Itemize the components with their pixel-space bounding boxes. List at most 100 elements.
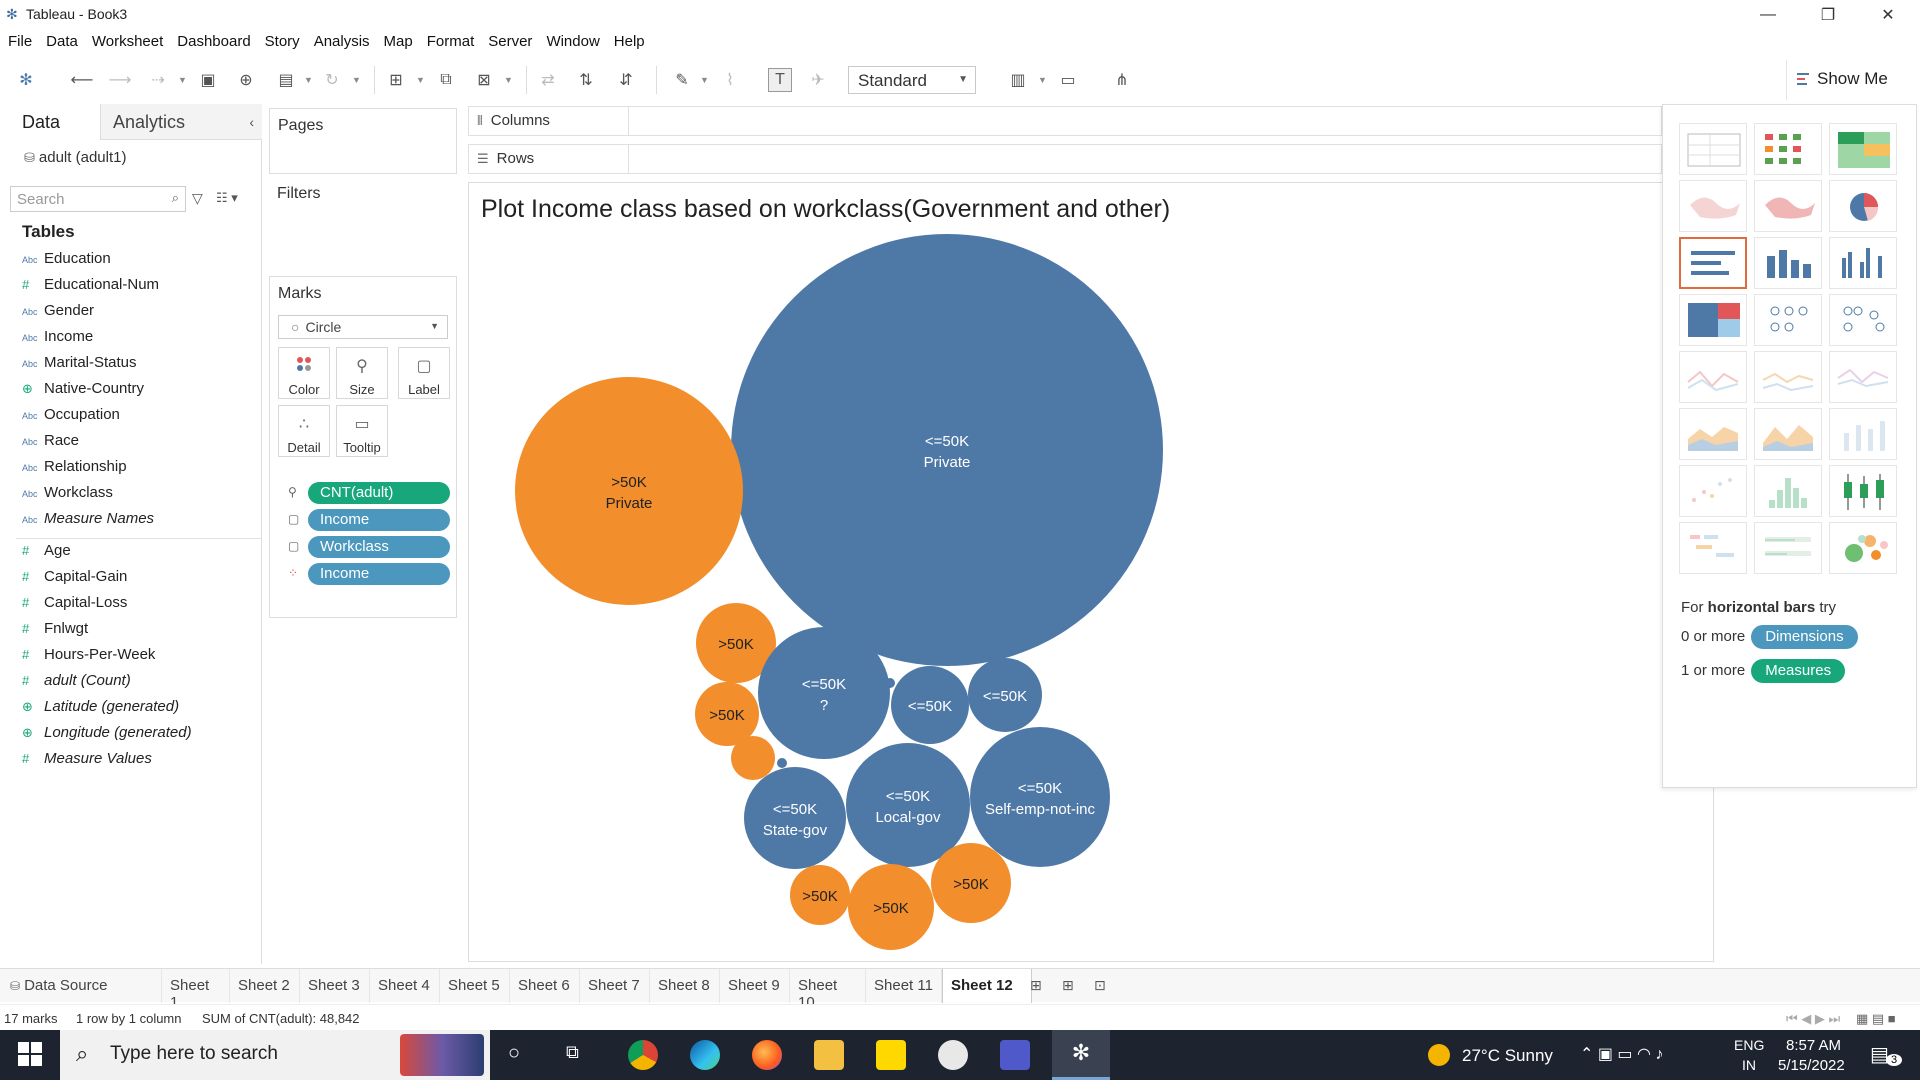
field-item[interactable]: # adult (Count) <box>22 672 131 696</box>
field-item[interactable]: Abc Education <box>22 250 111 274</box>
chart-type-gantt[interactable] <box>1679 522 1747 574</box>
menu-item-dashboard[interactable]: Dashboard <box>177 33 251 50</box>
clear-caret-icon[interactable]: ▼ <box>504 75 513 85</box>
chart-type-side-by-side-bars[interactable] <box>1829 237 1897 289</box>
field-item[interactable]: Abc Occupation <box>22 406 120 430</box>
columns-shelf[interactable]: ⦀ Columns <box>468 106 1662 136</box>
mark-type-dropdown[interactable]: ○ Circle ▼ <box>278 315 448 339</box>
bubble-circle[interactable] <box>731 234 1163 666</box>
group-members-icon[interactable]: ⌇ <box>726 72 734 89</box>
duplicate-sheet-icon[interactable]: ⧉ <box>440 71 452 88</box>
sheet-tab[interactable]: Sheet 2 <box>230 969 300 1003</box>
bubble-mark[interactable]: <=50K Private <box>731 234 1163 666</box>
viz-canvas[interactable]: Plot Income class based on workclass(Gov… <box>468 182 1714 962</box>
menu-item-map[interactable]: Map <box>383 33 413 50</box>
field-item[interactable]: # Age <box>22 542 71 566</box>
save-icon[interactable]: ▣ <box>200 72 216 89</box>
menu-item-data[interactable]: Data <box>46 33 78 50</box>
clock-time[interactable]: 8:57 AM <box>1786 1037 1842 1054</box>
view-options-icon[interactable]: ☷ ▾ <box>216 190 238 205</box>
presentation-mode-icon[interactable]: ▭ <box>1060 72 1076 89</box>
menu-item-server[interactable]: Server <box>488 33 533 50</box>
chart-type-pie-chart[interactable] <box>1829 180 1897 232</box>
show-hide-cards-icon[interactable]: ▥ <box>1010 72 1026 89</box>
bubble-circle[interactable] <box>696 603 776 683</box>
sort-ascending-icon[interactable]: ⇅ <box>579 72 593 89</box>
field-item[interactable]: # Capital-Loss <box>22 594 127 618</box>
bubble-mark[interactable]: >50K <box>848 864 934 950</box>
tableau-home-icon[interactable]: ✻ <box>19 72 33 89</box>
bubble-mark[interactable]: >50K <box>696 603 776 683</box>
chart-type-box-whisker[interactable] <box>1829 465 1897 517</box>
field-item[interactable]: Abc Income <box>22 328 93 352</box>
show-me-button[interactable]: Show Me <box>1786 60 1908 100</box>
replay-caret-icon[interactable]: ▼ <box>178 75 187 85</box>
chart-type-lines-continuous[interactable] <box>1679 351 1747 403</box>
new-story-icon[interactable]: ⊡ <box>1094 977 1106 993</box>
bubble-circle[interactable] <box>744 767 846 869</box>
swap-axes-icon[interactable]: ⇄ <box>541 72 555 89</box>
new-worksheet-icon[interactable]: ⊞ <box>1030 977 1042 993</box>
refresh-icon[interactable]: ↻ <box>325 72 339 89</box>
bubble-circle[interactable] <box>846 743 970 867</box>
field-item[interactable]: ⊕ Native-Country <box>22 380 144 404</box>
bubble-circle[interactable] <box>790 865 850 925</box>
menu-item-file[interactable]: File <box>8 33 33 50</box>
search-input[interactable]: Search ⌕ <box>10 186 186 212</box>
menu-item-worksheet[interactable]: Worksheet <box>91 33 164 50</box>
pause-updates-icon[interactable]: ▤ <box>278 72 294 89</box>
firefox-icon[interactable] <box>752 1040 782 1070</box>
bubble-circle[interactable] <box>515 377 743 605</box>
multitask-icon[interactable]: ⧉ <box>566 1042 579 1062</box>
field-item[interactable]: Abc Gender <box>22 302 94 326</box>
bubble-circle[interactable] <box>777 758 787 768</box>
pause-caret-icon[interactable]: ▼ <box>304 75 313 85</box>
weather-text[interactable]: 27°C Sunny <box>1462 1046 1553 1065</box>
bubble-circle[interactable] <box>970 727 1110 867</box>
size-icon[interactable]: ⚲ <box>288 485 297 499</box>
bubble-circle[interactable] <box>968 658 1042 732</box>
sheet-tab[interactable]: Sheet 1 <box>162 969 230 1011</box>
size-button[interactable]: ⚲ Size <box>336 347 388 399</box>
chart-type-circle-views[interactable] <box>1754 294 1822 346</box>
edge-icon[interactable] <box>690 1040 720 1070</box>
bubble-mark[interactable]: >50K <box>790 865 850 925</box>
chart-type-lines-discrete[interactable] <box>1754 351 1822 403</box>
chart-type-filled-map[interactable] <box>1754 180 1822 232</box>
chart-type-text-table[interactable] <box>1679 123 1747 175</box>
menu-item-window[interactable]: Window <box>546 33 600 50</box>
field-item[interactable]: # Measure Values <box>22 750 152 774</box>
field-item[interactable]: Abc Measure Names <box>22 510 154 534</box>
bubble-mark[interactable]: <=50K Self-emp-not-inc <box>970 727 1110 867</box>
filter-icon[interactable]: ▽ <box>192 190 203 206</box>
view-mode-icons[interactable]: ▦ ▤ ■ <box>1856 1011 1896 1026</box>
field-item[interactable]: Abc Race <box>22 432 79 456</box>
teams-icon[interactable] <box>1000 1040 1030 1070</box>
bubble-mark[interactable] <box>731 736 775 780</box>
bubble-mark[interactable] <box>777 758 787 768</box>
highlight-caret-icon[interactable]: ▼ <box>700 75 709 85</box>
sort-descending-icon[interactable]: ⇵ <box>619 72 633 89</box>
language-region[interactable]: IN <box>1742 1057 1756 1073</box>
tooltip-button[interactable]: ▭ Tooltip <box>336 405 388 457</box>
chart-type-side-by-side-circles[interactable] <box>1829 294 1897 346</box>
bubble-mark[interactable]: >50K <box>695 682 759 746</box>
chrome-icon[interactable] <box>628 1040 658 1070</box>
pages-card[interactable]: Pages <box>269 108 457 174</box>
bubble-circle[interactable] <box>731 736 775 780</box>
sheet-tab[interactable]: Sheet 7 <box>580 969 650 1003</box>
clock-date[interactable]: 5/15/2022 <box>1778 1057 1845 1074</box>
label-icon[interactable]: ▢ <box>288 512 300 526</box>
rows-shelf[interactable]: ☰ Rows <box>468 144 1662 174</box>
sheet-tab[interactable]: Sheet 11 <box>866 969 942 1003</box>
tray-icons[interactable]: ⌃ ▣ ▭ ◠ ♪ <box>1580 1046 1664 1063</box>
field-pill[interactable]: Income <box>308 509 450 531</box>
bubble-circle[interactable] <box>885 678 895 688</box>
label-icon[interactable]: ▢ <box>288 539 300 553</box>
chart-type-packed-bubbles[interactable] <box>1829 522 1897 574</box>
bubble-mark[interactable]: <=50K Local-gov <box>846 743 970 867</box>
menu-item-analysis[interactable]: Analysis <box>313 33 370 50</box>
detail-button[interactable]: ∴ Detail <box>278 405 330 457</box>
sheet-tab[interactable]: Sheet 8 <box>650 969 720 1003</box>
share-icon[interactable]: ⋔ <box>1115 72 1129 89</box>
